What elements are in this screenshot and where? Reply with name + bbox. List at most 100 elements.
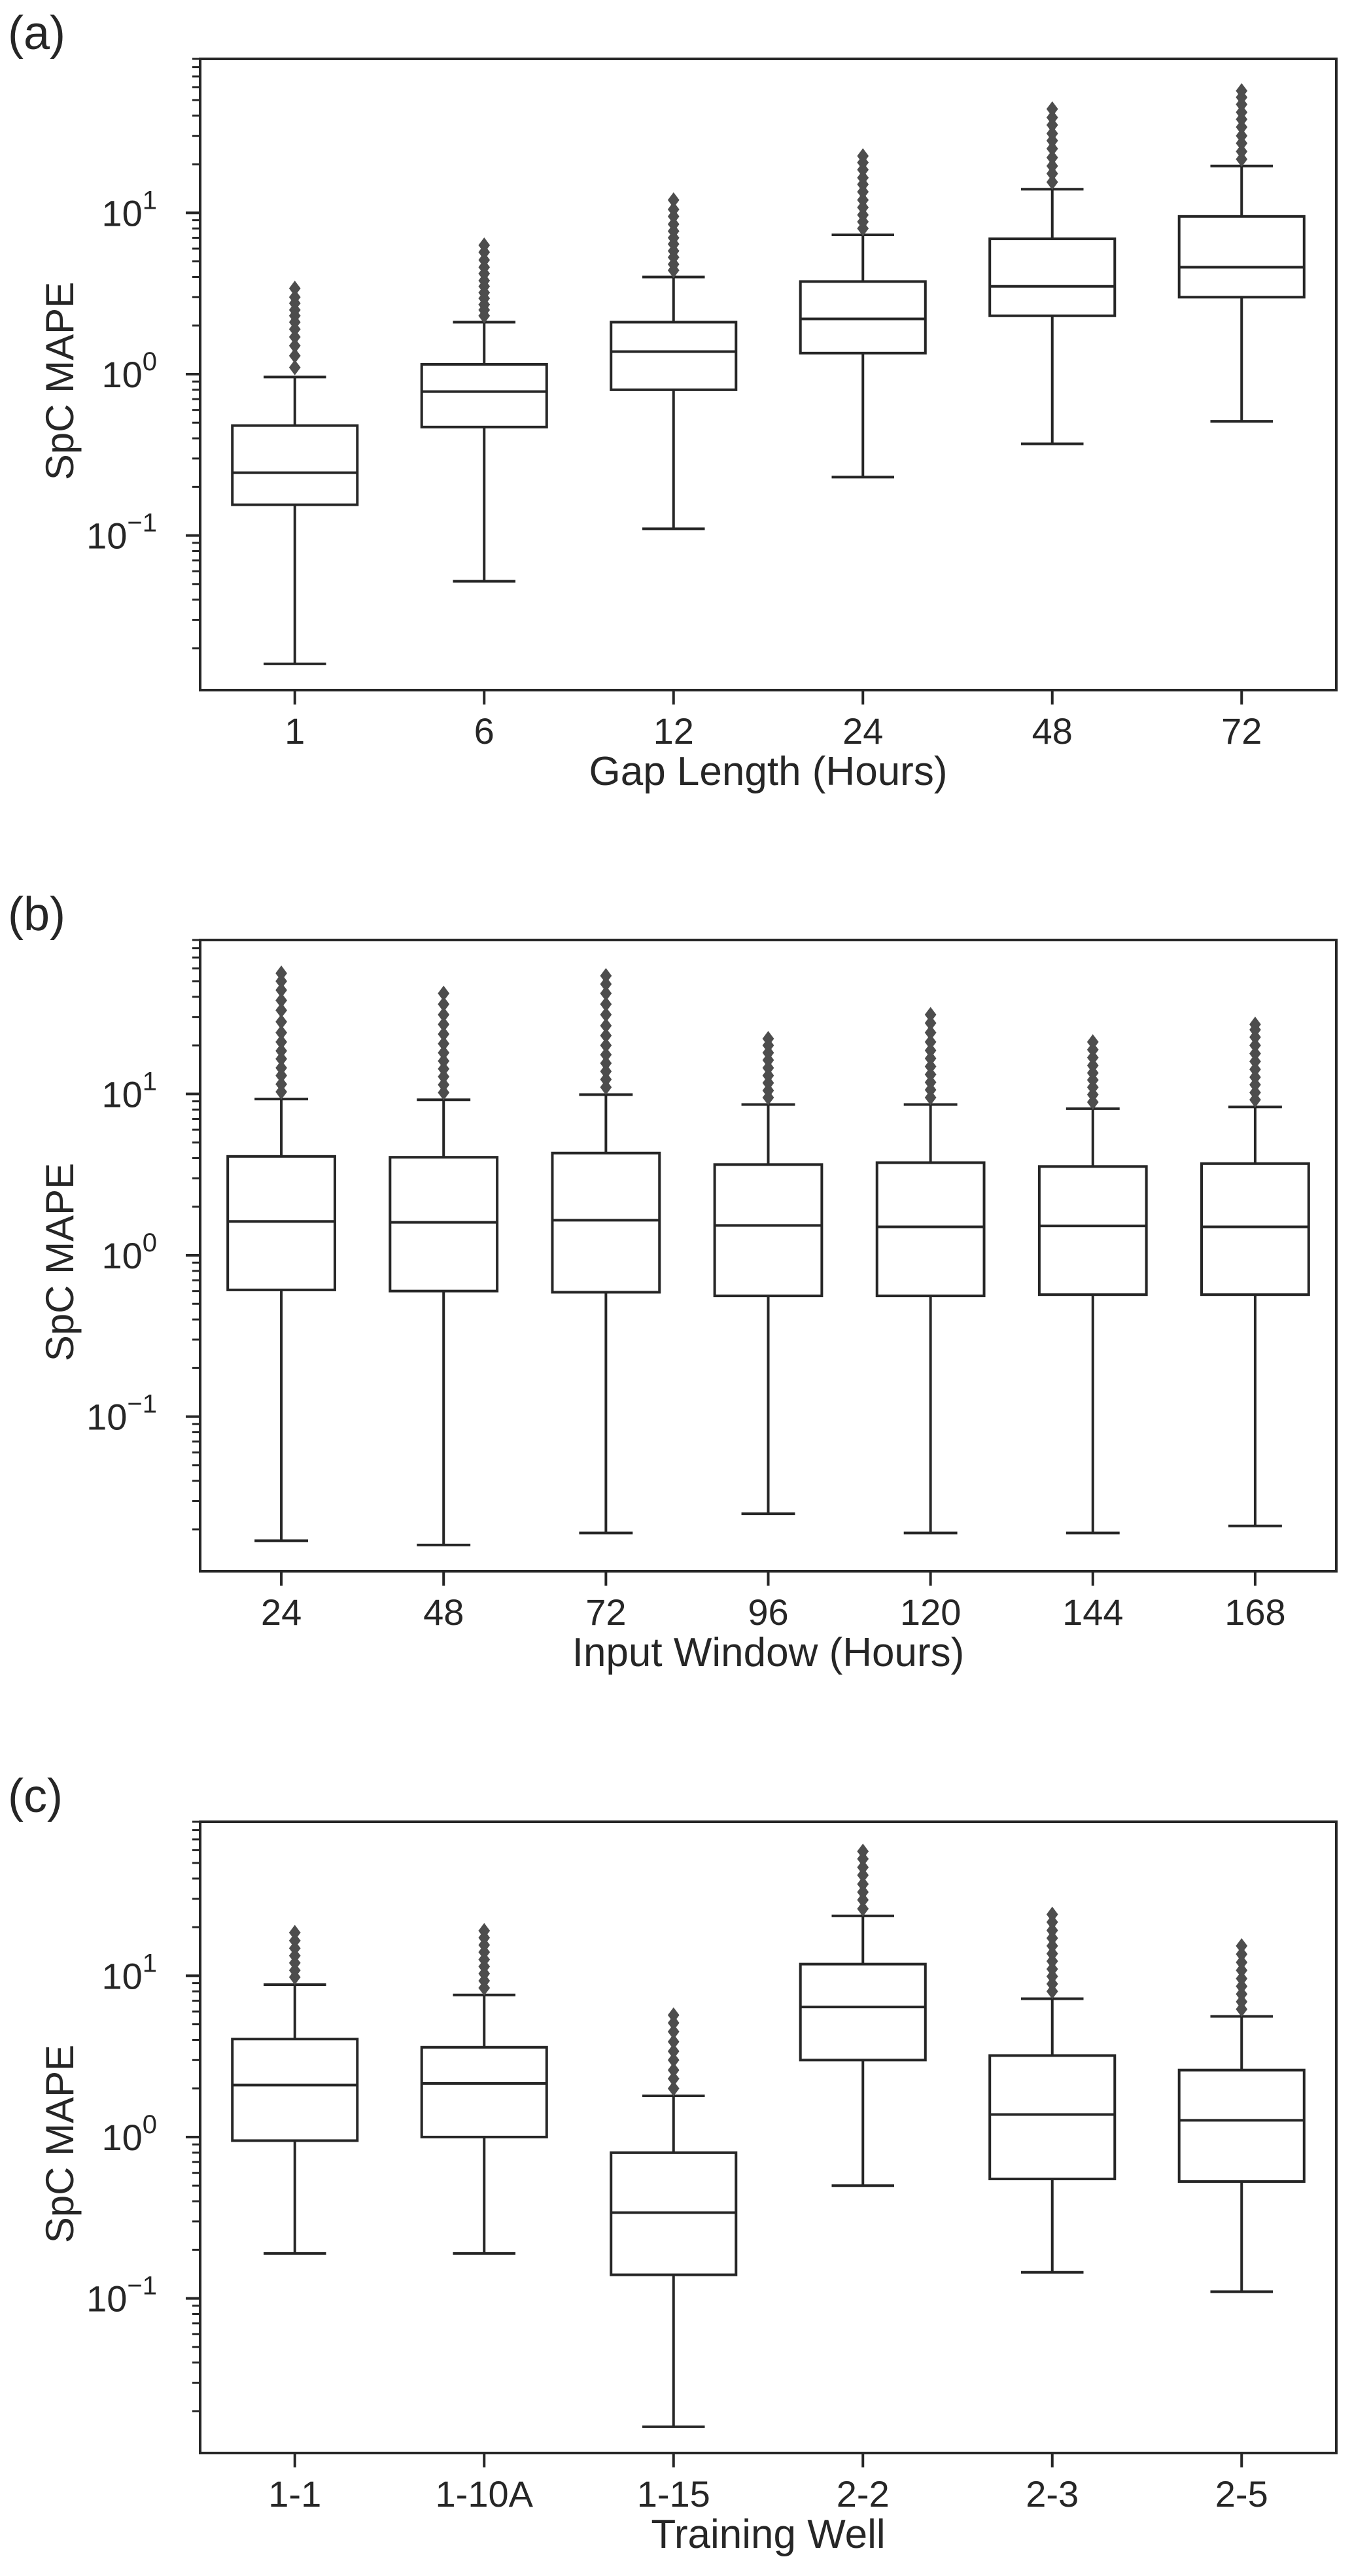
outlier-point (1236, 83, 1248, 99)
outlier-point (275, 1024, 287, 1041)
y-tick-exponent: 0 (143, 1228, 157, 1257)
x-tick-label: 6 (474, 710, 494, 752)
outlier-point (924, 1015, 937, 1031)
outlier-point (1236, 143, 1248, 160)
x-tick-label: 1 (285, 710, 305, 752)
outlier-point (275, 1034, 287, 1050)
y-axis-label: SpC MAPE (38, 282, 82, 480)
outlier-point (667, 2070, 680, 2087)
y-tick-label: 101 (101, 186, 157, 234)
y-tick-exponent: 0 (143, 2110, 157, 2139)
outlier-point (275, 1002, 287, 1018)
y-tick-label: 10−1 (86, 1390, 157, 1438)
outlier-point (1236, 119, 1248, 135)
outlier-point (600, 985, 612, 1001)
panel-label: (a) (8, 7, 65, 60)
box-12 (610, 192, 738, 531)
box-72 (1177, 83, 1306, 423)
y-tick-exponent: −1 (127, 2272, 157, 2301)
outlier-point (600, 1007, 612, 1022)
outlier-point (600, 1055, 612, 1071)
outlier-point (924, 1066, 937, 1083)
outlier-point (857, 1876, 869, 1892)
box-body (713, 1163, 823, 1298)
x-tick-label: 168 (1224, 1592, 1285, 1633)
axes-frame (199, 1820, 1338, 2454)
outlier-point (667, 192, 680, 208)
outlier-point (438, 1036, 450, 1052)
outlier-point (600, 967, 612, 984)
outlier-point (667, 2062, 680, 2078)
outlier-point (600, 996, 612, 1012)
outlier-point (1236, 1970, 1248, 1987)
outlier-point (924, 1043, 937, 1058)
box-72 (551, 967, 661, 1535)
outlier-point (438, 1061, 450, 1077)
box-body (551, 1151, 661, 1294)
outlier-point (478, 1923, 491, 1939)
x-tick-label: 1-1 (268, 2473, 321, 2515)
x-tick-label: 96 (748, 1592, 788, 1633)
outlier-point (1236, 1955, 1248, 1970)
outlier-point (857, 1892, 869, 1908)
outlier-point (857, 1884, 869, 1900)
outlier-point (478, 252, 491, 268)
box-1-15 (610, 2007, 738, 2428)
box-body (1200, 1162, 1310, 1297)
outlier-point (275, 1043, 287, 1059)
outlier-point (1236, 1962, 1248, 1978)
outlier-point (1249, 1037, 1261, 1053)
y-tick-exponent: 0 (143, 347, 157, 376)
outlier-point (667, 201, 680, 217)
axes-frame (199, 58, 1338, 691)
outlier-point (600, 1047, 612, 1063)
outlier-point (1046, 150, 1058, 165)
box-body (988, 237, 1117, 317)
outlier-point (1086, 1034, 1099, 1050)
box-24 (226, 965, 336, 1542)
outlier-point (924, 1058, 937, 1075)
x-tick-label: 2-2 (837, 2473, 890, 2515)
y-tick-label: 10−1 (86, 2272, 157, 2320)
outlier-point (1046, 109, 1058, 126)
outlier-point (275, 992, 287, 1009)
outlier-point (1046, 1961, 1058, 1977)
box-96 (713, 1031, 823, 1516)
outlier-point (600, 1028, 612, 1043)
box-48 (389, 985, 499, 1546)
box-120 (875, 1007, 986, 1535)
outlier-point (1249, 1017, 1261, 1032)
box-body (1037, 1165, 1148, 1297)
x-axis-label: Training Well (651, 2512, 885, 2557)
x-tick-label: 120 (900, 1592, 961, 1633)
outlier-point (1046, 1930, 1058, 1946)
box-body (420, 362, 548, 428)
x-tick-label: 24 (842, 710, 883, 752)
outlier-point (600, 1079, 612, 1095)
outlier-point (288, 289, 301, 305)
outlier-point (478, 237, 491, 253)
outlier-point (1236, 104, 1248, 120)
outlier-point (667, 2052, 680, 2068)
outlier-point (857, 1867, 869, 1883)
outlier-point (762, 1060, 774, 1076)
outlier-point (924, 1007, 937, 1022)
y-tick-exponent: 1 (143, 1949, 157, 1977)
y-tick-label: 101 (101, 1949, 157, 1996)
y-tick-exponent: −1 (127, 1390, 157, 1419)
outlier-point (288, 1924, 301, 1941)
outlier-point (600, 1064, 612, 1079)
box-body (875, 1161, 986, 1298)
outlier-point (275, 965, 287, 981)
outlier-point (1249, 1053, 1261, 1070)
outlier-point (438, 985, 450, 1001)
outlier-point (438, 1053, 450, 1069)
outlier-point (275, 1060, 287, 1076)
outlier-point (438, 1026, 450, 1042)
x-tick-label: 72 (1221, 710, 1262, 752)
box-48 (988, 101, 1117, 445)
panel-label: (b) (8, 888, 65, 941)
outlier-point (438, 1077, 450, 1093)
